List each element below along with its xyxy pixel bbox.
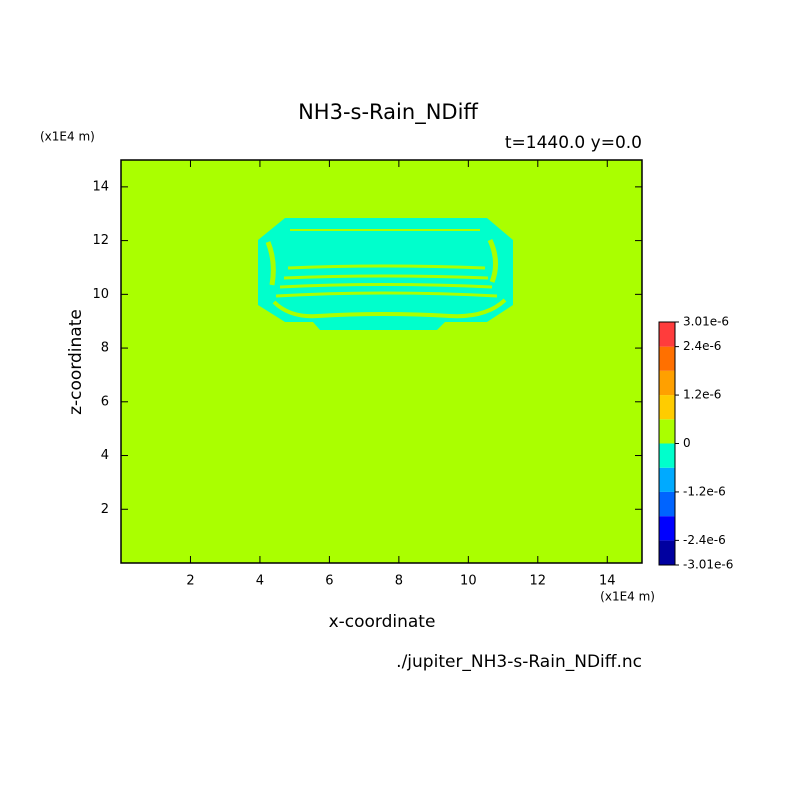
y-axis-label: z-coordinate	[66, 309, 86, 415]
colorbar-band	[659, 540, 675, 565]
x-tick-label: 6	[325, 574, 333, 589]
x-tick-label: 2	[186, 574, 194, 589]
contour-field	[121, 160, 642, 563]
colorbar-band	[659, 467, 675, 492]
x-unit: (x1E4 m)	[600, 590, 655, 604]
chart-subtitle: t=1440.0 y=0.0	[505, 133, 642, 153]
y-tick-label: 8	[101, 341, 109, 356]
y-tick-label: 4	[101, 448, 109, 463]
x-tick-label: 10	[460, 574, 477, 589]
colorbar-label: 3.01e-6	[683, 315, 729, 329]
colorbar-label: 0	[683, 436, 691, 450]
field-stripe	[272, 298, 507, 319]
colorbar-label: -3.01e-6	[683, 558, 733, 572]
colorbar-label: -1.2e-6	[683, 484, 726, 498]
y-tick-label: 2	[101, 502, 109, 517]
plot-frame	[120, 159, 643, 564]
x-tick-label: 14	[599, 574, 616, 589]
colorbar-band	[659, 516, 675, 541]
x-tick-label: 4	[256, 574, 264, 589]
colorbar-band	[659, 395, 675, 420]
field-stripe	[275, 264, 498, 298]
colorbar-label: 2.4e-6	[683, 339, 721, 353]
colorbar-band	[659, 346, 675, 371]
colorbar-band	[659, 419, 675, 444]
field-stripe	[265, 238, 498, 286]
y-tick-label: 14	[92, 179, 109, 194]
y-unit: (x1E4 m)	[40, 130, 95, 144]
y-tick-label: 10	[92, 287, 109, 302]
source-label: ./jupiter_NH3-s-Rain_NDiff.nc	[396, 652, 642, 672]
colorbar-label: 1.2e-6	[683, 388, 721, 402]
colorbar-band	[659, 370, 675, 396]
colorbar-band	[659, 491, 675, 517]
colorbar-label: -2.4e-6	[683, 533, 726, 547]
x-axis-label: x-coordinate	[329, 612, 436, 632]
x-tick-label: 8	[395, 574, 403, 589]
colorbar-band	[659, 322, 675, 347]
colorbar-band	[659, 443, 675, 468]
y-tick-label: 6	[101, 394, 109, 409]
y-tick-label: 12	[92, 233, 109, 248]
x-tick-label: 12	[530, 574, 547, 589]
field-region	[258, 218, 513, 330]
chart-title: NH3-s-Rain_NDiff	[298, 100, 478, 125]
